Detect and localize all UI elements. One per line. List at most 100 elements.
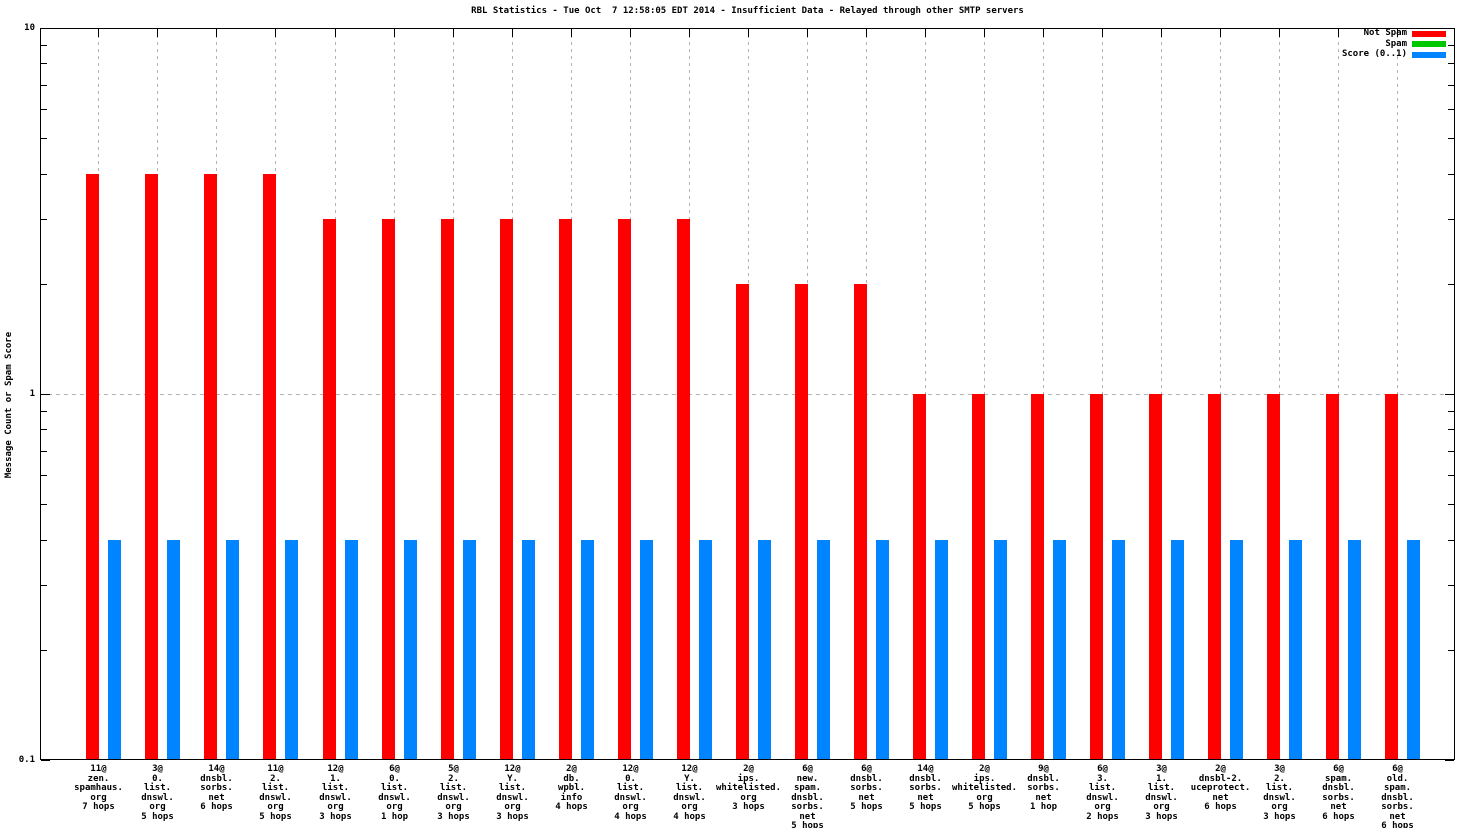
y-minor-tick [41,451,47,452]
bar-score-0-1 [935,540,948,760]
y-minor-tick [1448,411,1454,412]
bar-not-spam [204,174,217,760]
y-minor-tick [1448,585,1454,586]
x-tick-label: 5@ 2. list. dnswl. org 3 hops [437,764,470,822]
bar-not-spam [1090,394,1103,760]
x-tick-label: 12@ 0. list. dnswl. org 4 hops [614,764,647,822]
x-tick-label: 2@ ips. whitelisted. org 3 hops [715,764,782,812]
legend-swatch [1412,51,1446,58]
x-tick [216,28,217,37]
bar-score-0-1 [640,540,653,760]
bar-not-spam [441,219,454,760]
y-tick [41,760,50,761]
bar-not-spam [323,219,336,760]
bar-score-0-1 [404,540,417,760]
x-tick [807,28,808,37]
y-minor-tick [1448,429,1454,430]
x-tick [925,28,926,37]
bar-not-spam [145,174,158,760]
x-tick [689,28,690,37]
bar-not-spam [500,219,513,760]
x-tick-label: 6@ dnsbl. sorbs. net 5 hops [850,764,883,812]
bar-not-spam [382,219,395,760]
x-tick-label: 9@ dnsbl. sorbs. net 1 hop [1027,764,1060,812]
bar-not-spam [854,284,867,760]
x-tick [394,28,395,37]
bar-score-0-1 [167,540,180,760]
bar-score-0-1 [994,540,1007,760]
bar-score-0-1 [463,540,476,760]
legend-item: Spam [1385,38,1446,49]
bar-score-0-1 [226,540,239,760]
y-tick [41,28,50,29]
bar-not-spam [913,394,926,760]
y-minor-tick [1448,45,1454,46]
y-minor-tick [1448,451,1454,452]
bar-not-spam [263,174,276,760]
x-tick-label: 14@ dnsbl. sorbs. net 5 hops [909,764,942,812]
x-tick [1279,28,1280,37]
y-minor-tick [1448,504,1454,505]
y-tick [41,394,50,395]
x-tick-label: 12@ Y. list. dnswl. org 3 hops [496,764,529,822]
bar-not-spam [86,174,99,760]
x-tick [1220,28,1221,37]
x-tick-label: 6@ 3. list. dnswl. org 2 hops [1086,764,1119,822]
y-minor-tick [41,411,47,412]
bar-score-0-1 [581,540,594,760]
x-tick [630,28,631,37]
bar-not-spam [972,394,985,760]
legend-item: Score (0..1) [1341,49,1446,59]
legend-label: Score (0..1) [1341,49,1407,59]
legend-swatch [1412,30,1446,37]
x-tick [984,28,985,37]
legend-label: Spam [1385,38,1407,49]
y-minor-tick [41,138,47,139]
bar-not-spam [618,219,631,760]
legend-item: Not Spam [1364,29,1446,38]
y-minor-tick [41,174,47,175]
bar-not-spam [1385,394,1398,760]
bar-score-0-1 [699,540,712,760]
y-minor-tick [41,504,47,505]
x-tick [512,28,513,37]
y-minor-tick [41,109,47,110]
bar-not-spam [1326,394,1339,760]
bar-score-0-1 [1112,540,1125,760]
x-tick-label: 2@ dnsbl-2. uceprotect. net 6 hops [1190,764,1251,812]
bar-not-spam [559,219,572,760]
y-tick-label: 1 [29,389,35,399]
bar-score-0-1 [1053,540,1066,760]
x-tick-label: 6@ new. spam. dnsbl. sorbs. net 5 hops [791,764,824,828]
x-tick [748,28,749,37]
y-minor-tick [41,85,47,86]
x-tick [453,28,454,37]
x-tick-label: 2@ ips. whitelisted. org 5 hops [951,764,1018,812]
x-tick [1102,28,1103,37]
bar-score-0-1 [1348,540,1361,760]
y-minor-tick [41,475,47,476]
y-minor-tick [1448,475,1454,476]
x-tick [157,28,158,37]
x-tick [866,28,867,37]
x-tick-label: 12@ Y. list. dnswl. org 4 hops [673,764,706,822]
y-axis-label: Message Count or Spam Score [4,331,14,479]
x-tick-label: 6@ old. spam. dnsbl. sorbs. net 6 hops [1381,764,1414,828]
bar-not-spam [677,219,690,760]
bar-score-0-1 [1171,540,1184,760]
y-minor-tick [41,45,47,46]
bar-score-0-1 [876,540,889,760]
bar-not-spam [736,284,749,760]
x-tick-label: 11@ 2. list. dnswl. org 5 hops [259,764,292,822]
y-minor-tick [41,429,47,430]
bar-score-0-1 [108,540,121,760]
y-minor-tick [1448,63,1454,64]
bar-score-0-1 [522,540,535,760]
y-minor-tick [1448,219,1454,220]
y-minor-tick [1448,650,1454,651]
y-minor-tick [1448,284,1454,285]
bar-score-0-1 [1289,540,1302,760]
legend: Not Spam Spam Score (0..1) [1341,29,1446,62]
y-tick [1445,28,1454,29]
x-tick-label: 11@ zen. spamhaus. org 7 hops [74,764,123,812]
